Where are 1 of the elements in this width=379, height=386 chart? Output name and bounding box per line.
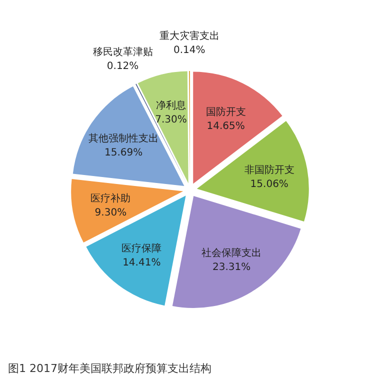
caption: 图1 2017财年美国联邦政府预算支出结构 xyxy=(8,362,212,375)
